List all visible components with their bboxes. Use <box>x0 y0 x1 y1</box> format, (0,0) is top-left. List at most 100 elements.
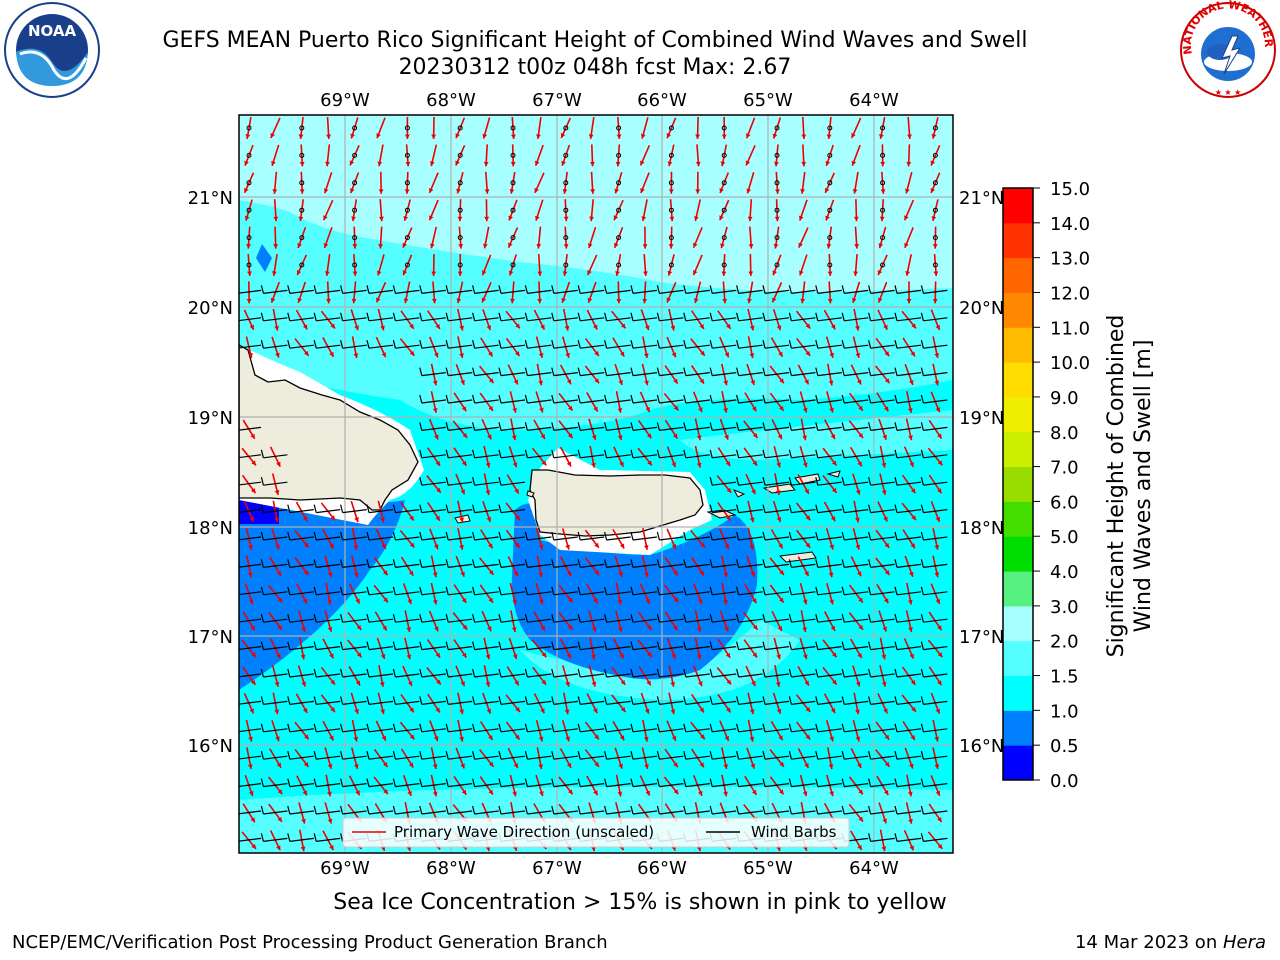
wind-barb-flag <box>920 449 924 458</box>
wind-barb <box>342 344 367 349</box>
wind-barb <box>896 426 922 431</box>
wind-barb-flag <box>815 805 819 815</box>
wave-arrowhead <box>408 762 414 768</box>
wind-barb-flag <box>841 422 845 431</box>
colorbar-tick-label: 13.0 <box>1050 249 1090 270</box>
wind-barb-flag <box>736 778 740 787</box>
wave-arrowhead <box>538 764 543 770</box>
wind-barb <box>368 536 394 541</box>
wave-arrowhead <box>829 736 834 742</box>
wind-calm <box>616 125 622 131</box>
wind-barb-flag <box>604 559 608 568</box>
wind-barb-flag <box>841 614 845 623</box>
wind-barb-flag <box>683 531 687 541</box>
wave-arrowhead <box>880 189 886 194</box>
lon-label-top: 68°W <box>426 90 476 111</box>
wind-calm <box>668 262 674 268</box>
wind-barb-flag <box>287 614 291 623</box>
wind-barb <box>553 783 578 788</box>
wind-calm <box>932 235 938 241</box>
wind-barb <box>870 509 895 514</box>
wave-arrowhead <box>749 709 755 715</box>
wave-arrowhead <box>804 762 809 768</box>
wave-arrowhead <box>461 406 467 412</box>
wind-barb-flag <box>736 449 740 458</box>
wave-arrowhead <box>488 405 494 411</box>
wave-arrowhead <box>647 460 652 466</box>
colorbar-segment <box>1003 362 1033 398</box>
wave-arrowhead <box>432 407 438 413</box>
wind-barb <box>817 673 842 678</box>
wind-barb-flag <box>498 778 502 787</box>
wave-arrowhead <box>723 791 728 797</box>
wind-barb <box>844 454 869 459</box>
wind-barb-flag <box>762 477 766 486</box>
wind-barb-flag <box>736 751 740 760</box>
wave-arrowhead <box>508 242 513 248</box>
wind-barb <box>527 372 552 377</box>
wind-barb <box>685 399 710 404</box>
wind-barb <box>896 618 922 623</box>
wind-barb <box>239 810 262 815</box>
wind-barb <box>844 591 869 596</box>
wave-arrowhead <box>695 189 701 194</box>
wind-barb <box>342 591 367 596</box>
wind-barb-flag <box>894 668 898 678</box>
wind-barb <box>289 591 314 596</box>
wind-barb <box>632 372 658 377</box>
wave-arrowhead <box>673 570 678 576</box>
wind-barb-flag <box>472 668 476 678</box>
wave-arrowhead <box>884 351 890 357</box>
wave-arrowhead <box>461 460 467 466</box>
wave-arrowhead <box>932 298 938 304</box>
wave-arrowhead <box>854 216 859 222</box>
wind-barb-flag <box>472 394 476 404</box>
wave-arrowhead <box>617 599 623 605</box>
wind-calm <box>721 262 727 268</box>
wave-arrowhead <box>667 270 673 276</box>
wind-barb-flag <box>313 312 317 321</box>
wind-barb-flag <box>498 805 502 815</box>
wave-arrowhead <box>508 215 513 221</box>
wind-barb <box>580 563 605 568</box>
wave-arrowhead <box>937 488 942 494</box>
wind-calm <box>352 235 358 241</box>
wind-barb-flag <box>419 805 423 815</box>
wind-barb <box>263 755 288 760</box>
wind-barb-flag <box>366 340 370 349</box>
wave-arrowhead <box>883 516 888 522</box>
lat-label-right: 18°N <box>959 518 1004 539</box>
wave-arrowhead <box>693 298 699 304</box>
wave-arrowhead <box>514 680 519 686</box>
wave-arrowhead <box>246 244 251 249</box>
wave-arrowhead <box>805 515 811 521</box>
wind-calm <box>510 262 516 268</box>
wave-arrowhead <box>724 626 729 632</box>
colorbar-label-line2: Wind Waves and Swell [m] <box>1131 340 1156 633</box>
wind-barb <box>817 591 842 596</box>
wind-barb <box>870 673 895 678</box>
wave-arrowhead <box>935 790 941 796</box>
wind-barb <box>870 700 895 705</box>
wind-barb <box>923 728 948 733</box>
wave-arrowhead <box>801 161 807 167</box>
wind-barb <box>553 344 578 349</box>
wave-arrowhead <box>405 161 411 167</box>
wave-arrowhead <box>854 244 860 249</box>
wave-arrowhead <box>273 244 279 249</box>
wave-arrowhead <box>851 133 856 139</box>
wind-barb-flag <box>366 531 370 541</box>
wave-arrowhead <box>672 625 678 631</box>
wind-barb <box>817 755 842 760</box>
wave-arrowhead <box>488 378 494 384</box>
wave-arrowhead <box>776 708 782 714</box>
wave-arrowhead <box>935 708 941 714</box>
wind-barb-flag <box>604 394 608 404</box>
wave-arrowhead <box>248 544 253 550</box>
wave-arrowhead <box>406 627 412 632</box>
wave-arrowhead <box>910 680 916 685</box>
lon-label-bottom: 64°W <box>849 858 899 879</box>
wind-barb-flag <box>551 805 555 815</box>
wind-barb <box>896 700 922 705</box>
wind-barb <box>448 454 473 459</box>
